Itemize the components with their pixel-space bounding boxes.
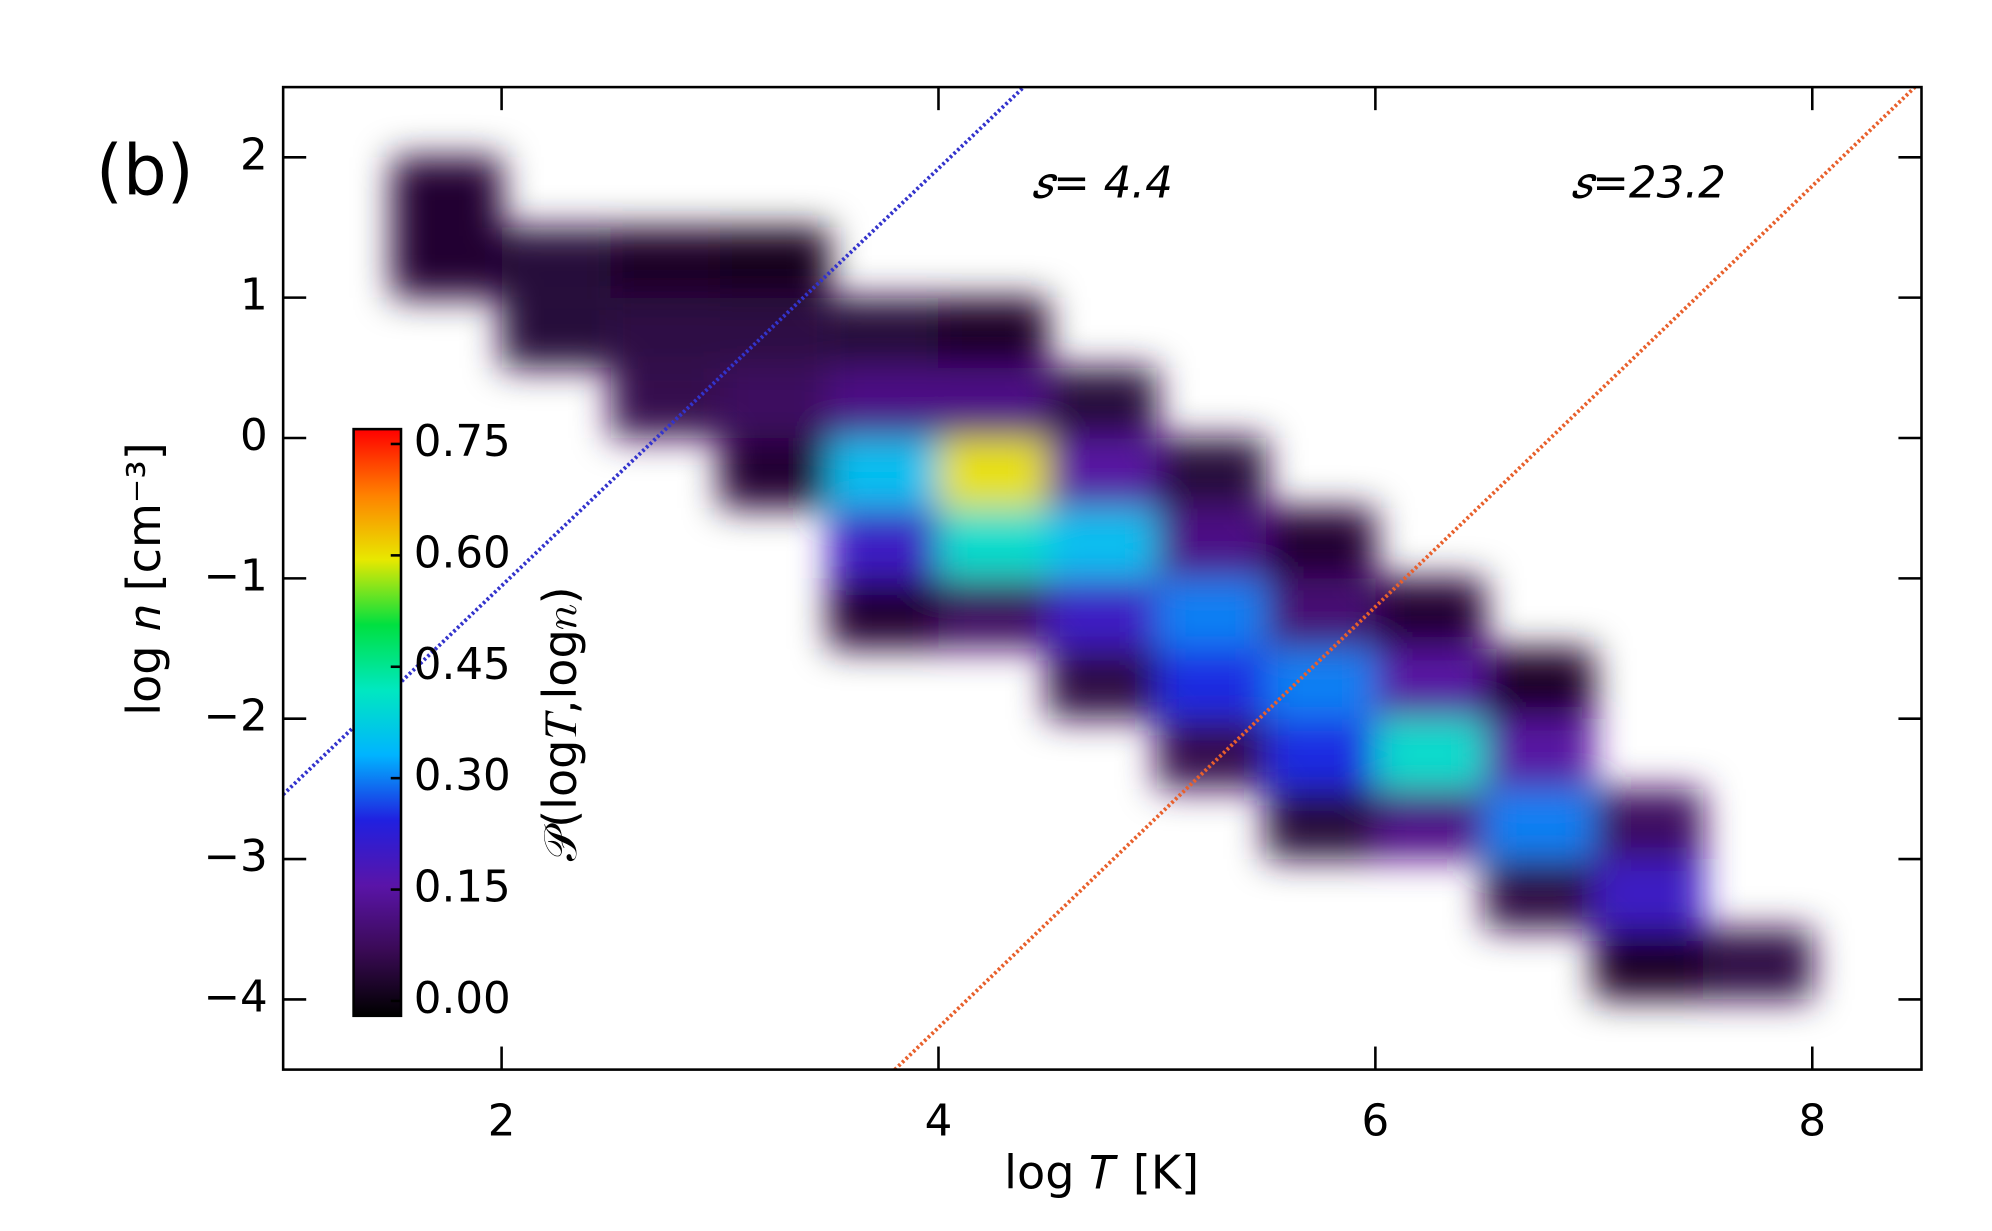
colorbar-tick-label: 0.75 bbox=[414, 417, 511, 467]
heat-cell bbox=[829, 508, 939, 579]
heatmap bbox=[392, 157, 1813, 1000]
heat-cell bbox=[720, 367, 830, 438]
y-tick-label: −1 bbox=[204, 551, 268, 601]
colorbar-tick-label: 0.30 bbox=[414, 751, 511, 801]
heatmap-cells bbox=[392, 157, 1813, 1000]
y-axis-label: log 𝑛 [cm⁻³] bbox=[117, 442, 171, 715]
heat-cell bbox=[1156, 437, 1267, 509]
reference-lines bbox=[283, 87, 1917, 1070]
colorbar-tick-label: 0.15 bbox=[414, 863, 511, 913]
heat-cell bbox=[829, 367, 939, 438]
heat-cell bbox=[1703, 929, 1813, 1000]
heat-cell bbox=[1047, 578, 1157, 649]
y-tick-label: −2 bbox=[204, 692, 268, 742]
heat-cell bbox=[1593, 859, 1704, 930]
heat-cell bbox=[938, 578, 1048, 649]
heat-cell bbox=[1266, 718, 1376, 789]
x-tick-label: 4 bbox=[925, 1096, 953, 1146]
panel-label: (b) bbox=[96, 132, 194, 212]
colorbar-tick-label: 0.45 bbox=[414, 640, 511, 690]
heat-cell bbox=[1047, 508, 1157, 579]
heat-cell bbox=[1156, 718, 1267, 789]
heat-cell bbox=[1266, 508, 1376, 579]
annotation: 𝑠= 4.4 bbox=[1032, 158, 1173, 208]
colorbar-tick-label: 0.00 bbox=[414, 974, 511, 1024]
heat-cell bbox=[938, 297, 1048, 368]
heat-cell bbox=[501, 297, 611, 368]
heat-cell bbox=[1375, 648, 1485, 719]
colorbar-tick-label: 0.60 bbox=[414, 528, 511, 578]
x-tick-label: 8 bbox=[1798, 1096, 1826, 1146]
y-tick-label: 1 bbox=[240, 271, 268, 321]
y-tick-label: −3 bbox=[204, 832, 268, 882]
y-tick-label: 0 bbox=[240, 411, 268, 461]
x-tick-label: 6 bbox=[1362, 1096, 1390, 1146]
y-tick-label: −4 bbox=[204, 972, 268, 1022]
heat-cell bbox=[1484, 718, 1594, 789]
heat-cell bbox=[392, 227, 502, 298]
heat-cell bbox=[1484, 859, 1594, 930]
colorbar bbox=[352, 427, 403, 1018]
heat-cell bbox=[1047, 648, 1157, 719]
heat-cell bbox=[392, 157, 502, 228]
heat-cell bbox=[829, 297, 939, 368]
heat-cell bbox=[501, 227, 611, 298]
colorbar-label: 𝒫(log𝑇,log𝑛) bbox=[533, 586, 587, 861]
heat-cell bbox=[1593, 929, 1704, 1000]
heat-cell bbox=[1156, 648, 1267, 719]
heat-cell bbox=[1156, 508, 1267, 579]
heat-cell bbox=[829, 437, 939, 509]
heat-cell bbox=[1593, 788, 1704, 860]
y-tick-label: 2 bbox=[240, 130, 268, 180]
heat-cell bbox=[1266, 578, 1376, 649]
heat-cell bbox=[1156, 578, 1267, 649]
heat-cell bbox=[1375, 718, 1485, 789]
annotation: 𝑠=23.2 bbox=[1571, 158, 1726, 208]
heat-cell bbox=[938, 367, 1048, 438]
x-tick-label: 2 bbox=[488, 1096, 516, 1146]
x-axis-label: log 𝑇 [K] bbox=[1004, 1145, 1199, 1199]
reference-line bbox=[283, 87, 1026, 796]
heat-cell bbox=[720, 297, 830, 368]
heat-cell bbox=[938, 508, 1048, 579]
heat-cell bbox=[1375, 578, 1485, 649]
heat-cell bbox=[1047, 437, 1157, 509]
heat-cell bbox=[610, 227, 721, 298]
heat-cell bbox=[720, 437, 830, 509]
heat-cell bbox=[1266, 788, 1376, 860]
heat-cell bbox=[829, 578, 939, 649]
heat-cell bbox=[1484, 788, 1594, 860]
heat-cell bbox=[1375, 788, 1485, 860]
heat-cell bbox=[938, 437, 1048, 509]
reference-line bbox=[893, 87, 1917, 1070]
heat-cell bbox=[610, 367, 721, 438]
heat-cell bbox=[610, 297, 721, 368]
heat-cell bbox=[720, 227, 830, 298]
heat-cell bbox=[1484, 648, 1594, 719]
heat-cell bbox=[1047, 367, 1157, 438]
